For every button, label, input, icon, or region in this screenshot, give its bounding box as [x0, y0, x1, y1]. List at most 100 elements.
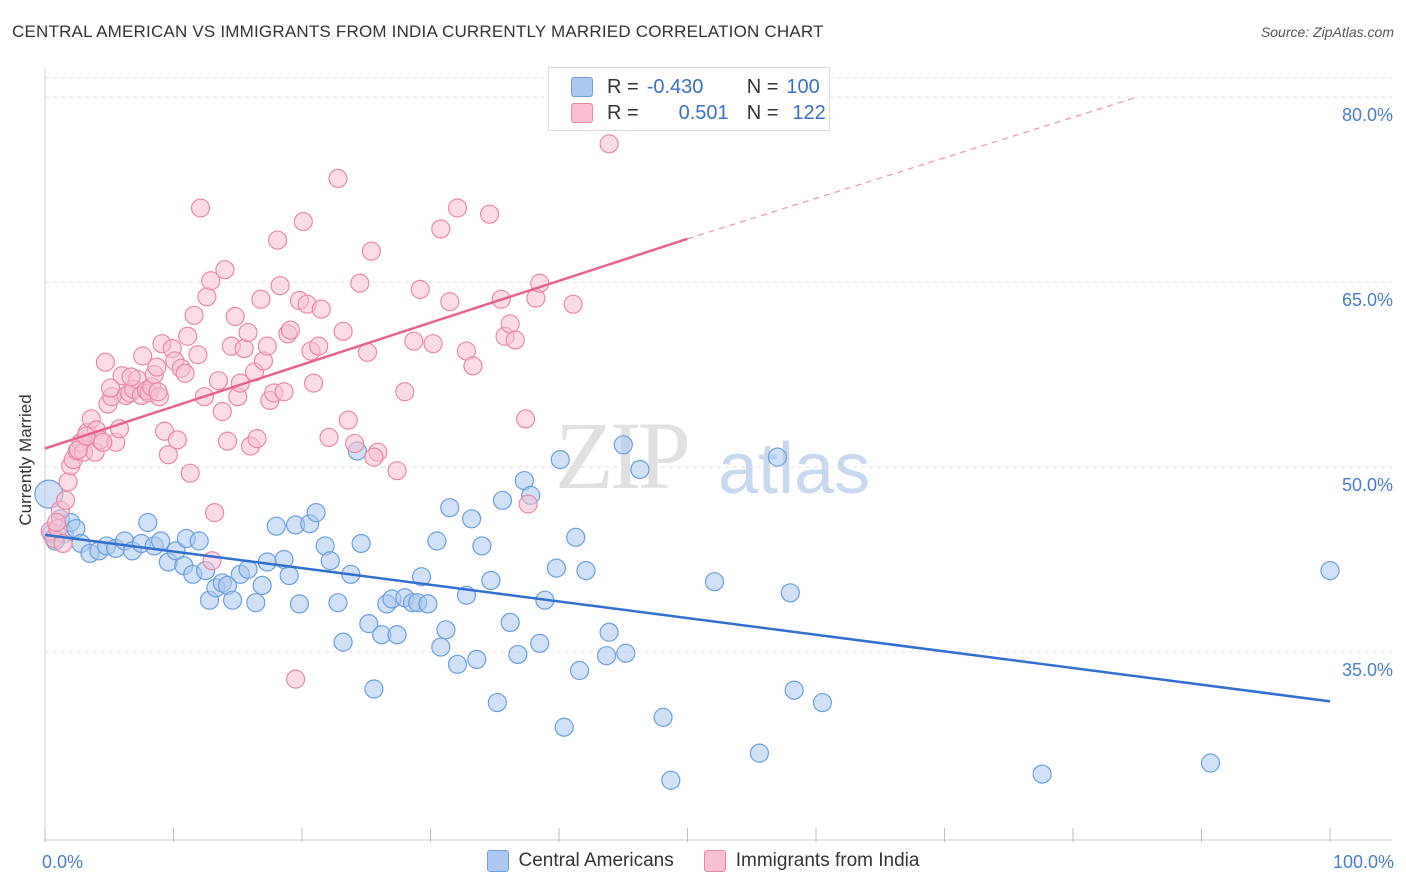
point-immigrants-from-india	[599, 134, 619, 154]
point-immigrants-from-india	[480, 204, 500, 224]
point-central-americans	[546, 558, 567, 578]
point-immigrants-from-india	[205, 503, 225, 523]
point-immigrants-from-india	[225, 306, 245, 327]
point-immigrants-from-india	[167, 430, 187, 450]
point-immigrants-from-india	[234, 339, 254, 359]
r-value: 0.501	[678, 101, 729, 124]
point-central-americans	[359, 614, 379, 634]
point-immigrants-from-india	[410, 279, 430, 299]
point-immigrants-from-india	[257, 336, 277, 356]
point-central-americans	[328, 593, 348, 613]
r-label: R =	[607, 75, 639, 98]
point-central-americans	[266, 516, 286, 536]
point-immigrants-from-india	[518, 494, 538, 514]
point-central-americans	[431, 637, 451, 657]
point-immigrants-from-india	[133, 346, 153, 366]
point-central-americans	[462, 509, 482, 529]
point-immigrants-from-india	[147, 357, 167, 377]
trend-extension-immigrants-from-india	[687, 96, 1138, 240]
point-immigrants-from-india	[303, 373, 324, 393]
point-central-americans	[252, 575, 272, 596]
point-immigrants-from-india	[350, 273, 370, 293]
point-central-americans	[1032, 764, 1052, 784]
point-immigrants-from-india	[395, 382, 415, 402]
point-immigrants-from-india	[100, 378, 121, 398]
point-immigrants-from-india	[387, 461, 407, 481]
point-central-americans	[630, 459, 650, 480]
point-central-americans	[487, 692, 507, 713]
point-immigrants-from-india	[251, 289, 271, 309]
point-central-americans	[279, 565, 299, 586]
point-immigrants-from-india	[247, 429, 267, 449]
point-central-americans	[576, 560, 596, 581]
legend-swatch-pink	[703, 850, 726, 872]
watermark-zip: ZIP	[555, 402, 691, 509]
point-central-americans	[411, 567, 432, 587]
point-central-americans	[351, 533, 371, 554]
point-immigrants-from-india	[505, 330, 525, 350]
trend-lines	[44, 96, 1331, 703]
point-immigrants-from-india	[197, 287, 217, 307]
legend-swatch-pink	[571, 103, 593, 123]
point-immigrants-from-india	[309, 336, 329, 356]
point-immigrants-from-india	[563, 294, 583, 314]
x-tick-label: 0.0%	[42, 852, 84, 872]
point-immigrants-from-india	[293, 211, 313, 232]
point-immigrants-from-india	[180, 463, 200, 483]
point-central-americans	[596, 646, 617, 666]
source-label: Source: ZipAtlas.com	[1260, 24, 1394, 40]
point-immigrants-from-india	[109, 419, 130, 439]
point-central-americans	[440, 498, 460, 518]
series-central-americans	[34, 435, 1340, 790]
point-immigrants-from-india	[148, 382, 168, 402]
point-immigrants-from-india	[55, 490, 76, 510]
point-immigrants-from-india	[158, 445, 178, 465]
point-central-americans	[436, 620, 456, 640]
point-immigrants-from-india	[440, 292, 460, 312]
point-immigrants-from-india	[208, 371, 229, 391]
point-immigrants-from-india	[267, 230, 288, 250]
point-central-americans	[749, 743, 770, 763]
point-immigrants-from-india	[270, 276, 290, 296]
point-central-americans	[1320, 560, 1340, 581]
r-value: -0.430	[646, 75, 704, 98]
point-immigrants-from-india	[311, 299, 331, 319]
point-immigrants-from-india	[46, 512, 67, 533]
point-central-americans	[500, 612, 520, 633]
legend-swatch-blue	[486, 850, 509, 872]
point-central-americans	[320, 551, 340, 571]
point-central-americans	[364, 679, 384, 699]
point-central-americans	[613, 435, 633, 455]
y-tick-label: 65.0%	[1341, 290, 1393, 310]
point-central-americans	[566, 527, 586, 547]
point-immigrants-from-india	[463, 356, 483, 376]
legend-item-immigrants-from-india: Immigrants from India	[703, 850, 919, 872]
point-central-americans	[189, 531, 209, 551]
point-central-americans	[333, 632, 353, 652]
point-central-americans	[447, 654, 468, 674]
point-immigrants-from-india	[274, 382, 294, 402]
point-immigrants-from-india	[431, 219, 451, 239]
point-immigrants-from-india	[345, 433, 365, 454]
legend-item-central-americans: Central Americans	[486, 850, 674, 872]
trend-line-immigrants-from-india	[44, 237, 688, 450]
y-tick-label: 80.0%	[1341, 105, 1393, 125]
legend-row-immigrants-from-india: R = 0.501 N = 122	[571, 102, 826, 124]
legend-row-central-americans: R = -0.430 N = 100	[571, 76, 820, 98]
point-immigrants-from-india	[178, 326, 198, 346]
point-central-americans	[472, 536, 492, 556]
point-central-americans	[151, 531, 171, 551]
point-central-americans	[427, 531, 447, 551]
series-immigrants-from-india	[40, 134, 619, 689]
point-central-americans	[530, 633, 550, 653]
point-central-americans	[387, 625, 407, 645]
point-immigrants-from-india	[319, 427, 339, 447]
n-value: 100	[786, 75, 820, 98]
chart-title: CENTRAL AMERICAN VS IMMIGRANTS FROM INDI…	[12, 22, 824, 41]
point-immigrants-from-india	[93, 432, 113, 452]
point-immigrants-from-india	[217, 431, 238, 451]
point-central-americans	[554, 717, 574, 737]
point-central-americans	[306, 503, 326, 523]
point-immigrants-from-india	[333, 321, 353, 341]
